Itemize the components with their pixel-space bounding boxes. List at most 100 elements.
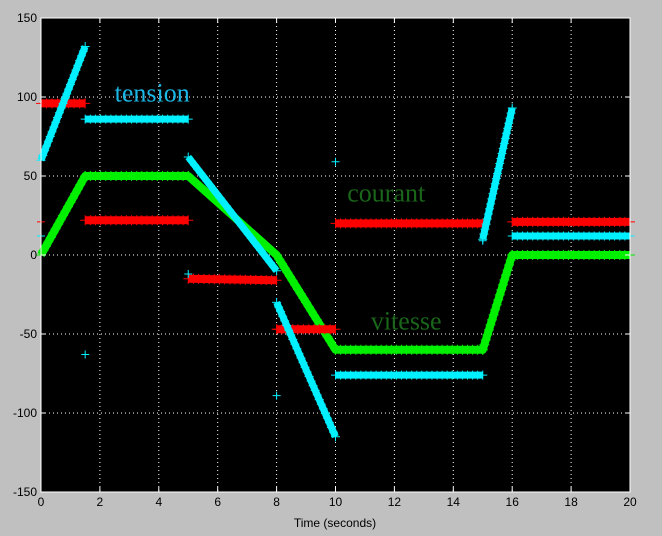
- series-cyan-marker: [494, 164, 504, 174]
- series-cyan-marker: [286, 330, 296, 340]
- series-cyan-marker: [43, 136, 53, 146]
- series-cyan-marker: [490, 179, 500, 189]
- series-cyan-marker: [312, 390, 322, 400]
- series-cyan-marker: [324, 418, 334, 428]
- series-green-marker: [75, 179, 86, 190]
- series-green-marker: [497, 279, 508, 290]
- series-green-marker: [502, 264, 513, 275]
- series-cyan-marker: [276, 307, 286, 317]
- series-cyan-marker: [331, 432, 340, 442]
- series-green-marker: [77, 175, 88, 186]
- series-green-marker: [50, 223, 61, 234]
- series-green-marker: [284, 271, 295, 282]
- series-green-marker: [322, 331, 333, 342]
- x-tick-label-6: 12: [388, 495, 402, 509]
- series-cyan-marker: [282, 321, 292, 331]
- series-green-marker: [55, 214, 66, 225]
- series-cyan-marker: [65, 79, 75, 89]
- series-cyan-marker: [504, 118, 514, 128]
- series-cyan-marker: [502, 128, 512, 138]
- series-cyan-marker: [183, 114, 193, 124]
- series-red-marker: [183, 215, 194, 226]
- series-green-marker: [38, 245, 49, 256]
- series-cyan-marker: [310, 385, 320, 395]
- series-green-marker: [60, 206, 71, 217]
- series-green-marker: [327, 340, 338, 351]
- series-cyan-marker: [280, 316, 290, 326]
- series-cyan-marker: [495, 159, 505, 169]
- series-green-marker: [477, 344, 488, 355]
- series-green-marker: [53, 219, 64, 230]
- series-green-marker: [290, 280, 301, 291]
- series-cyan-marker: [80, 41, 90, 51]
- series-cyan-marker: [56, 103, 66, 113]
- annotation-tension: tension: [115, 79, 190, 108]
- series-cyan-marker: [498, 143, 508, 153]
- series-cyan-marker: [507, 103, 517, 113]
- series-green-marker: [274, 254, 285, 265]
- series-cyan-marker: [272, 266, 282, 276]
- series-green-marker: [306, 306, 317, 317]
- series-cyan-marker: [78, 46, 88, 56]
- x-tick-label-5: 10: [329, 495, 343, 509]
- series-red-marker: [271, 275, 282, 286]
- series-green-marker: [298, 293, 309, 304]
- series-green-marker: [48, 228, 59, 239]
- x-tick-label-1: 2: [97, 495, 104, 509]
- scatter-cyan-marker-2: [272, 391, 281, 400]
- series-green-marker: [325, 336, 336, 347]
- series-cyan-marker: [328, 427, 338, 437]
- series-cyan-marker: [506, 108, 516, 118]
- series-cyan-marker: [274, 302, 284, 312]
- series-cyan-marker: [73, 60, 83, 70]
- series-green-marker: [309, 310, 320, 321]
- x-axis-label: Time (seconds): [294, 516, 376, 530]
- series-cyan-marker: [69, 70, 79, 80]
- series-green-marker: [493, 294, 504, 305]
- x-tick-label-7: 14: [447, 495, 461, 509]
- series-cyan-marker: [40, 146, 50, 156]
- series-green-marker: [311, 314, 322, 325]
- series-cyan-marker: [38, 150, 48, 160]
- series-cyan-marker: [322, 413, 332, 423]
- series-cyan-marker: [278, 311, 288, 321]
- annotations: tension courant vitesse: [115, 79, 442, 336]
- series-green-marker: [62, 201, 73, 212]
- series-green-marker: [496, 284, 507, 295]
- y-tick-label-4: 50: [24, 169, 38, 183]
- series-green-marker: [487, 314, 498, 325]
- series-cyan-marker: [485, 204, 495, 214]
- series-green-marker: [67, 192, 78, 203]
- y-tick-label-1: -100: [13, 406, 37, 420]
- series-cyan-marker: [296, 353, 306, 363]
- series-green-marker: [491, 299, 502, 310]
- y-tick-label-5: 100: [17, 90, 37, 104]
- axes: 0 2 4 6 8 10 12 14 16 18 20 -150 -100 -50 0 50 100 150: [13, 11, 637, 509]
- series-cyan-marker: [489, 184, 499, 194]
- series-cyan-marker: [492, 169, 502, 179]
- series-cyan-marker: [42, 141, 52, 151]
- series-green-marker: [301, 297, 312, 308]
- series-cyan-marker: [499, 138, 509, 148]
- series-cyan-marker: [487, 194, 497, 204]
- series-cyan-marker: [479, 229, 489, 239]
- series-cyan-marker: [58, 98, 68, 108]
- series-cyan-marker: [491, 174, 501, 184]
- series-cyan-marker: [45, 132, 55, 141]
- series-cyan-marker: [53, 113, 63, 123]
- series-red-marker: [330, 324, 341, 335]
- series-layer: [36, 41, 635, 442]
- y-tick-label-0: -150: [13, 485, 37, 499]
- series-cyan-marker: [71, 65, 81, 75]
- series-green-marker: [40, 241, 51, 252]
- series-green-marker: [479, 339, 490, 350]
- y-tick-label-2: -50: [20, 327, 38, 341]
- annotation-vitesse: vitesse: [371, 306, 442, 335]
- series-cyan-marker: [497, 148, 507, 158]
- series-green-marker: [282, 267, 293, 278]
- series-green-marker: [276, 258, 287, 269]
- series-cyan-marker: [314, 395, 324, 405]
- scatter-cyan-marker-1: [184, 269, 193, 278]
- series-green-marker: [505, 254, 516, 265]
